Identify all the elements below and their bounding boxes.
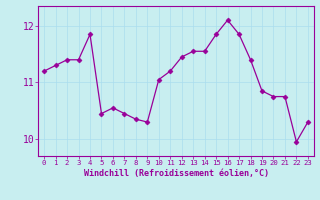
- X-axis label: Windchill (Refroidissement éolien,°C): Windchill (Refroidissement éolien,°C): [84, 169, 268, 178]
